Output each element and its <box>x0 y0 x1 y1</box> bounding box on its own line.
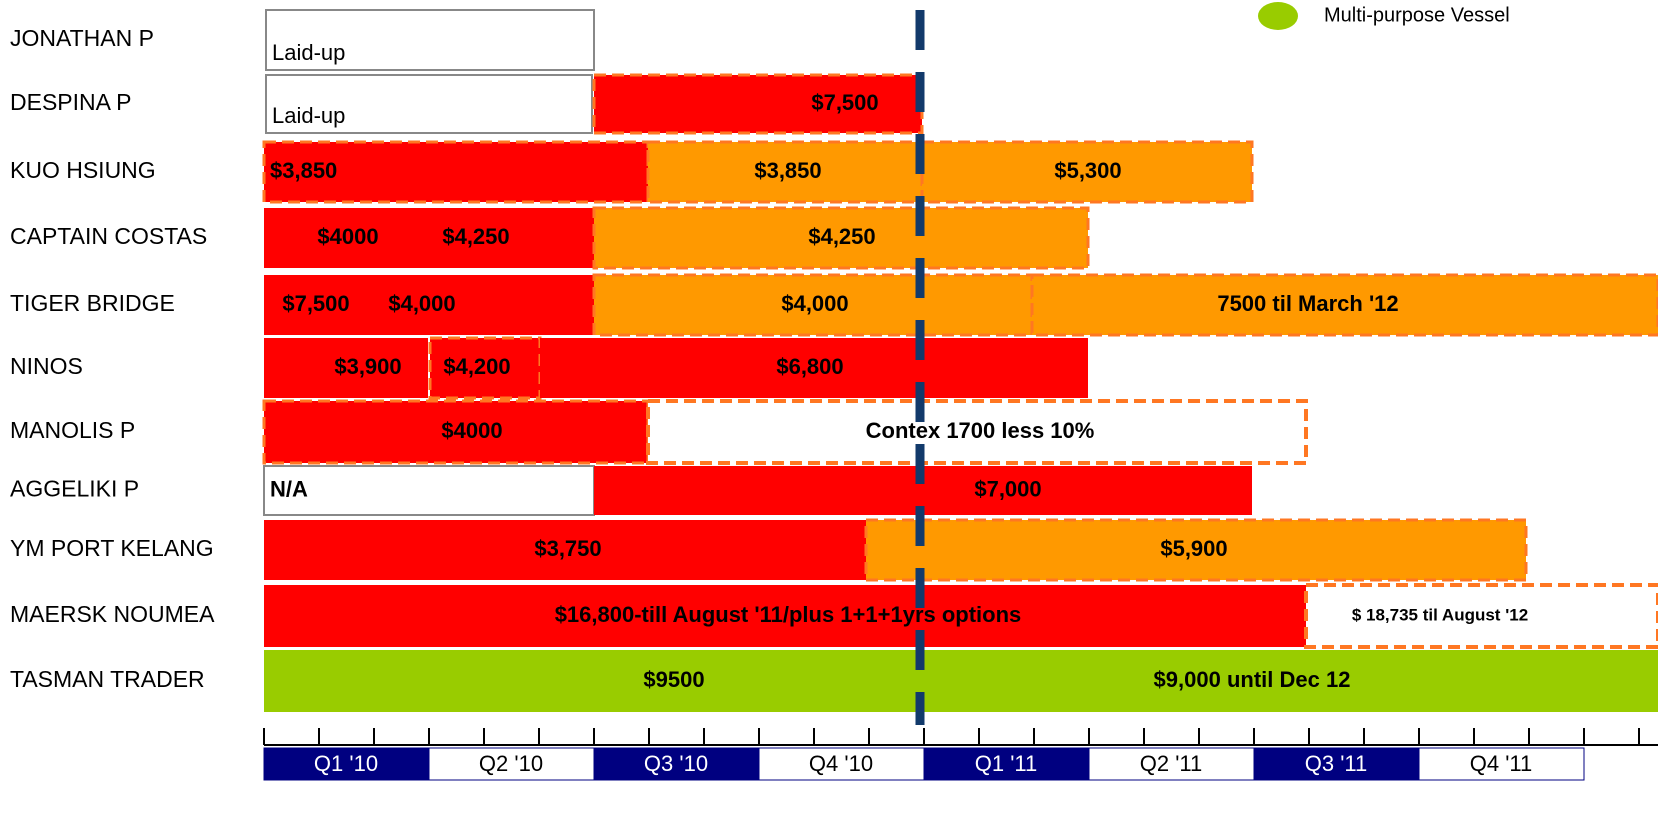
vessel-name: TIGER BRIDGE <box>10 290 175 316</box>
segment-label: $4,250 <box>442 224 509 249</box>
segment-label: $7,000 <box>974 476 1041 501</box>
quarter-label: Q3 '10 <box>644 751 708 776</box>
segment-label: $7,500 <box>282 291 349 316</box>
vessel-name: NINOS <box>10 353 83 379</box>
segment-label: 7500 til March '12 <box>1217 291 1398 316</box>
segment-bar <box>264 585 1306 647</box>
segment-bar <box>920 140 1254 204</box>
segment-label: $16,800-till August '11/plus 1+1+1yrs op… <box>555 602 1022 627</box>
segment-bar <box>592 206 1090 270</box>
segment-bar <box>428 336 542 400</box>
segment-label: $9,000 until Dec 12 <box>1154 667 1351 692</box>
quarter-box <box>263 747 430 781</box>
segment-bar <box>430 208 594 268</box>
segment-label: $4,000 <box>388 291 455 316</box>
segment-label: $5,300 <box>1054 158 1121 183</box>
segment-label: $7,500 <box>811 90 878 115</box>
quarter-label: Q2 '11 <box>1140 751 1203 776</box>
segment-bar <box>262 399 650 465</box>
legend-label: Multi-purpose Vessel <box>1324 4 1510 26</box>
segment-label: $4,250 <box>808 224 875 249</box>
segment-bar <box>646 140 924 204</box>
quarter-box <box>593 747 760 781</box>
vessel-name: AGGELIKI P <box>10 476 139 502</box>
segment-bar <box>265 74 593 134</box>
quarter-label: Q4 '10 <box>809 751 873 776</box>
quarter-box <box>758 747 925 781</box>
segment-bar <box>265 9 595 71</box>
segment-label: N/A <box>270 476 308 501</box>
vessel-name: DESPINA P <box>10 89 131 115</box>
segment-bar <box>264 275 374 335</box>
segment-label: $4,000 <box>781 291 848 316</box>
segment-bar <box>262 140 650 204</box>
segment-bar <box>1030 273 1658 337</box>
segment-bar <box>922 650 1658 712</box>
vessel-name: TASMAN TRADER <box>10 666 205 692</box>
segment-bar <box>540 338 1088 398</box>
quarter-box <box>1088 747 1255 781</box>
segment-label: $3,850 <box>270 158 337 183</box>
vessel-name: MANOLIS P <box>10 417 135 443</box>
segment-bar <box>646 399 1308 465</box>
quarter-label: Q4 '11 <box>1470 751 1533 776</box>
vessel-name: MAERSK NOUMEA <box>10 601 215 627</box>
segment-bar <box>264 650 922 712</box>
quarter-box <box>923 747 1090 781</box>
segment-bar <box>864 518 1528 582</box>
segment-bar <box>374 275 594 335</box>
segment-label: $4000 <box>317 224 378 249</box>
segment-label: $ 18,735 til August '12 <box>1352 605 1528 624</box>
segment-bar <box>263 465 595 516</box>
segment-bar <box>264 338 428 398</box>
segment-bar <box>1304 583 1658 649</box>
segment-label: $3,900 <box>334 354 401 379</box>
quarter-label: Q2 '10 <box>479 751 543 776</box>
segment-label: Laid-up <box>272 103 345 128</box>
quarter-label: Q1 '10 <box>314 751 378 776</box>
segment-label: Laid-up <box>272 40 345 65</box>
segment-bar <box>264 208 430 268</box>
quarter-box <box>428 747 595 781</box>
segment-label: $6,800 <box>776 354 843 379</box>
segment-bar <box>592 73 924 135</box>
vessel-name: YM PORT KELANG <box>10 535 214 561</box>
segment-label: $3,850 <box>754 158 821 183</box>
legend-marker <box>1258 2 1298 30</box>
quarter-label: Q1 '11 <box>975 751 1038 776</box>
segment-label: $4000 <box>441 418 502 443</box>
vessel-name: KUO HSIUNG <box>10 157 156 183</box>
segment-label: $4,200 <box>443 354 510 379</box>
segment-label: Contex 1700 less 10% <box>866 418 1095 443</box>
segment-label: $9500 <box>643 667 704 692</box>
quarter-box <box>1418 747 1585 781</box>
vessel-name: CAPTAIN COSTAS <box>10 223 207 249</box>
vessel-name: JONATHAN P <box>10 25 154 51</box>
segment-bar <box>592 273 1034 337</box>
segment-bar <box>264 520 866 580</box>
segment-label: $5,900 <box>1160 536 1227 561</box>
quarter-label: Q3 '11 <box>1305 751 1368 776</box>
segment-label: $3,750 <box>534 536 601 561</box>
